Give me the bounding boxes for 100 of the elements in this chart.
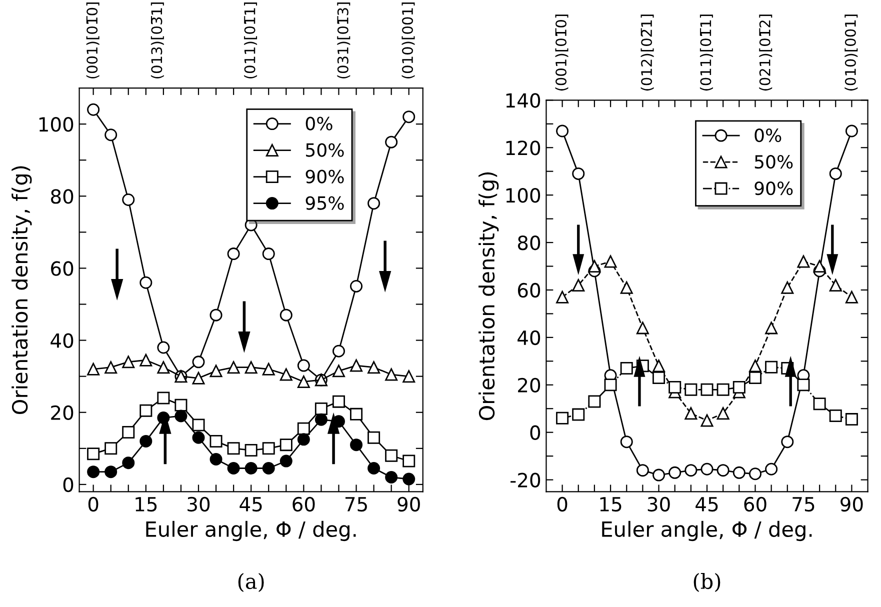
point (297, 433, 310, 446)
point (572, 278, 585, 292)
point (157, 341, 170, 354)
point (350, 359, 363, 372)
point (140, 354, 152, 366)
y-tick-label: 120 (506, 140, 540, 156)
y-tick-label: 140 (506, 93, 540, 108)
point (227, 361, 240, 374)
text: (a) (238, 572, 264, 592)
point (797, 378, 810, 392)
y-tick-label: 80 (518, 235, 540, 250)
point (140, 404, 152, 417)
point (402, 370, 416, 383)
point (402, 110, 416, 124)
point (122, 456, 135, 470)
legend-label: 0% (754, 128, 782, 142)
point (262, 442, 275, 455)
x-tick-label: 60 (744, 496, 766, 512)
point (636, 464, 649, 477)
point (297, 375, 310, 388)
point (210, 434, 222, 448)
text: (031)[01̅3] (337, 2, 350, 78)
point (332, 344, 345, 358)
point (845, 413, 858, 426)
y-tick-label: 20 (51, 405, 74, 420)
x-tick-label: 15 (136, 497, 157, 512)
point (122, 193, 135, 206)
point (684, 383, 698, 396)
point (765, 462, 778, 476)
point (604, 378, 617, 392)
legend-label: 50% (306, 143, 344, 157)
point (716, 464, 730, 477)
point (652, 360, 666, 372)
point (556, 290, 569, 304)
point (174, 410, 188, 422)
point (192, 431, 205, 444)
point (829, 167, 842, 180)
point (280, 454, 292, 468)
point (748, 372, 762, 384)
point (620, 436, 633, 448)
point (244, 361, 258, 374)
x-tick-label: 45 (696, 497, 718, 512)
point (280, 308, 292, 322)
y-tick-label: 20 (518, 378, 540, 393)
point (350, 280, 363, 292)
point (668, 466, 682, 479)
point (210, 364, 222, 378)
point (572, 408, 585, 421)
point (781, 281, 794, 294)
x-tick-label: 30 (648, 496, 670, 512)
legend-label: 90% (306, 170, 344, 184)
point (104, 361, 118, 374)
point (588, 260, 601, 273)
x-tick-label: 75 (792, 497, 814, 512)
point (572, 167, 585, 180)
point (332, 364, 345, 378)
point (87, 103, 100, 116)
point (636, 322, 649, 334)
text: (012)[02̅1] (640, 14, 654, 91)
point (314, 402, 328, 416)
point (732, 466, 746, 479)
point (765, 322, 778, 334)
point (122, 356, 135, 368)
point (556, 124, 569, 138)
point (314, 413, 328, 426)
point (748, 468, 762, 480)
point (813, 260, 826, 273)
point (368, 361, 380, 374)
point (157, 361, 170, 374)
text: (011)[01̅1] (700, 14, 713, 91)
x-tick-label: 90 (398, 496, 420, 512)
point (385, 368, 398, 381)
y-tick-label: 80 (51, 189, 74, 204)
point (87, 362, 100, 376)
legend-label: 50% (754, 154, 793, 169)
point (700, 462, 714, 476)
point (620, 362, 633, 375)
y-tick-label: 60 (51, 261, 74, 276)
point (244, 462, 258, 474)
y-tick-label: 0 (63, 477, 74, 492)
point (797, 255, 810, 268)
point (210, 308, 222, 322)
point (140, 276, 152, 289)
y-tick-label: 0 (530, 425, 540, 440)
text: (011)[01̅1] (244, 2, 258, 78)
legend-label: 0% (306, 116, 332, 130)
point (368, 431, 380, 444)
point (262, 462, 275, 474)
point (122, 426, 135, 438)
legend-label: 95% (306, 196, 344, 210)
point (716, 383, 730, 396)
point (244, 444, 258, 456)
y-tick-label: 40 (50, 333, 74, 348)
y-axis-title: Orientation density, f(g) (12, 166, 32, 414)
point (368, 462, 380, 474)
x-tick-label: 60 (292, 496, 315, 512)
point (385, 449, 398, 462)
point (262, 248, 275, 260)
point (297, 422, 310, 435)
point (402, 454, 416, 468)
